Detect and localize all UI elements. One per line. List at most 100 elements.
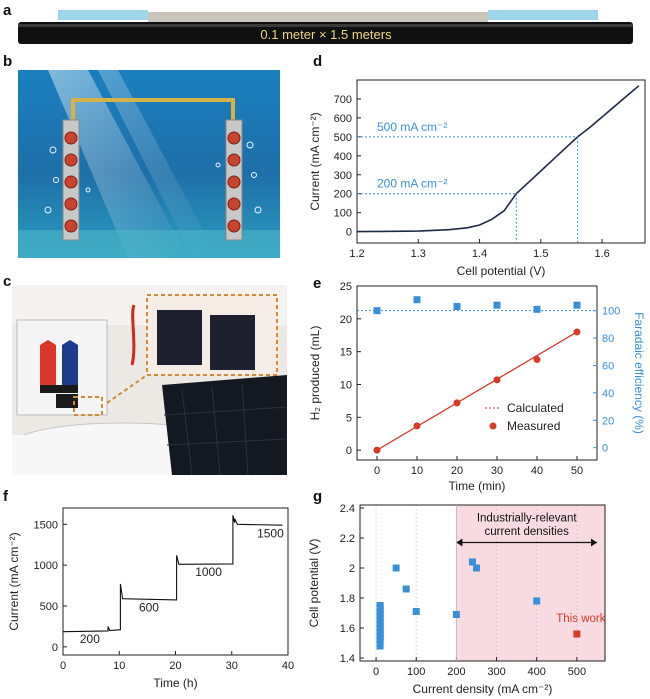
x-tick-label: 500: [568, 666, 586, 678]
solar-powered-electrolysis-photo: [12, 285, 287, 475]
faradaic-point: [573, 301, 581, 309]
y-tick-label: 1.4: [340, 653, 355, 665]
step-label: 1000: [195, 565, 222, 579]
literature-point: [376, 602, 384, 609]
legend-measured-swatch: [489, 422, 497, 430]
step-label: 1500: [257, 526, 284, 540]
x-tick-label: 200: [447, 666, 465, 678]
faradaic-point: [373, 307, 381, 315]
plot-frame: [356, 285, 598, 461]
legend-calculated-label: Calculated: [507, 401, 564, 415]
seawater-electrolyzer-illustration: [18, 70, 280, 258]
y-tick-label: 0: [346, 227, 352, 239]
calculated-line: [376, 331, 578, 451]
panel-label-c: c: [3, 273, 12, 290]
measured-point: [573, 328, 581, 336]
chart-e-h2-production: 0 10 20 30 40 50 0 5 10 15 20 25 Time (min) H₂ produc…: [308, 281, 646, 493]
y-tick-label: 5: [346, 412, 352, 424]
measured-point: [413, 422, 421, 430]
legend-measured-label: Measured: [507, 419, 560, 433]
measured-point: [493, 376, 501, 384]
y-axis-label: Cell potential (V): [307, 539, 321, 628]
panel-label-g: g: [313, 488, 323, 505]
x-tick-label: 20: [169, 660, 181, 672]
x-tick-label: 10: [113, 660, 125, 672]
this-work-point: [573, 630, 581, 638]
measured-point: [533, 356, 541, 364]
x-tick-label: 0: [373, 666, 379, 678]
panel-label-f: f: [3, 488, 8, 505]
literature-point: [402, 585, 410, 593]
x-axis-label: Time (min): [449, 479, 506, 493]
y-tick-label: 400: [334, 151, 352, 163]
y-axis-label: Current (mA cm⁻²): [308, 112, 322, 210]
x-tick-label: 20: [451, 465, 463, 477]
measured-point: [453, 399, 461, 407]
y-tick-label: 15: [340, 347, 352, 359]
y-tick-label: 25: [340, 281, 352, 293]
literature-point: [376, 619, 384, 627]
y-tick-label: 500: [334, 132, 352, 144]
y2-axis-label: Faradaic efficiency (%): [632, 312, 646, 434]
bracket-arrowhead-right: [591, 538, 597, 547]
x-axis-label: Cell potential (V): [457, 264, 546, 278]
y-tick-label: 2.2: [340, 533, 355, 545]
bracket-label-line1: Industrially-relevant: [477, 513, 578, 525]
literature-point: [412, 608, 420, 615]
literature-point: [376, 631, 384, 639]
y-tick-label: 1.8: [340, 593, 355, 605]
literature-point: [376, 635, 384, 643]
chart-f-stability-test: 0 10 20 30 40 0 500 1000 1500 Time (h) Current (mA…: [7, 507, 294, 690]
series-line: [356, 85, 640, 233]
plot-frame: [356, 79, 646, 244]
x-tick-label: 40: [282, 660, 294, 672]
y-tick-label: 700: [334, 94, 352, 106]
x-tick-label: 10: [411, 465, 423, 477]
y2-tick-label: 100: [602, 306, 620, 318]
y-tick-label: 0: [346, 445, 352, 457]
step-label: 600: [139, 601, 159, 615]
faradaic-point: [493, 301, 501, 309]
panel-label-a: a: [3, 2, 12, 19]
annotation-label: 200 mA cm⁻²: [377, 177, 447, 191]
x-axis-label: Time (h): [153, 676, 197, 690]
literature-point: [452, 611, 460, 618]
x-tick-label: 300: [487, 666, 505, 678]
y-tick-label: 10: [340, 379, 352, 391]
y-tick-label: 600: [334, 113, 352, 125]
y-tick-label: 1.6: [340, 623, 355, 635]
y2-tick-label: 20: [602, 415, 614, 427]
y-tick-label: 0: [52, 642, 58, 654]
y2-tick-label: 40: [602, 388, 614, 400]
y-tick-label: 1000: [34, 560, 58, 572]
y2-tick-label: 80: [602, 333, 614, 345]
y-axis-label: Current (mA cm⁻²): [7, 532, 21, 630]
panel-label-b: b: [3, 53, 13, 70]
y-tick-label: 2: [349, 563, 355, 575]
x-tick-label: 50: [571, 465, 583, 477]
x-axis-label: Current density (mA cm⁻²): [413, 682, 553, 696]
x-tick-label: 100: [407, 666, 425, 678]
y2-tick-label: 60: [602, 360, 614, 372]
y-tick-label: 300: [334, 170, 352, 182]
faradaic-point: [413, 296, 421, 304]
electrode-strip-photo: 0.1 meter × 1.5 meters: [18, 10, 633, 50]
y2-tick-label: 0: [602, 443, 608, 455]
strip-size-caption: 0.1 meter × 1.5 meters: [260, 27, 392, 42]
y-axis-label: H₂ produced (mL): [308, 326, 322, 421]
x-tick-label: 0: [60, 660, 66, 672]
literature-point: [468, 558, 476, 566]
x-tick-label: 1.2: [349, 248, 364, 260]
panel-label-e: e: [313, 275, 322, 292]
x-tick-label: 40: [531, 465, 543, 477]
literature-point: [392, 564, 400, 572]
y-tick-label: 200: [334, 189, 352, 201]
x-tick-label: 1.5: [533, 248, 548, 260]
x-tick-label: 400: [528, 666, 546, 678]
x-tick-label: 0: [374, 465, 380, 477]
step-label: 200: [80, 632, 100, 646]
chart-d-polarization-curve: 1.2 1.3 1.4 1.5 1.6 0 100 200 300 400 500 600 700 Cel…: [308, 79, 646, 278]
y-tick-label: 1500: [34, 519, 58, 531]
annotation-label: 500 mA cm⁻²: [377, 120, 447, 134]
plot-frame: [359, 504, 606, 662]
